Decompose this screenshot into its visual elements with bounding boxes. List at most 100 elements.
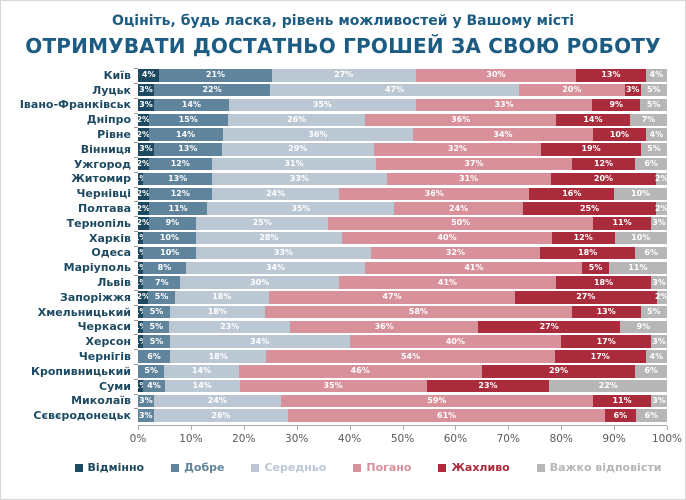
chart-row: Рівне 2% 14% 36% 34% 10% 4%: [9, 127, 667, 142]
bar-segment: 5%: [640, 305, 667, 319]
segment-value-label: 1%: [133, 307, 148, 317]
bar-segment: 27%: [515, 291, 657, 304]
legend-label: Важко відповісти: [549, 461, 662, 475]
category-label: Маріуполь: [63, 261, 131, 275]
segment-value-label: 7%: [641, 114, 656, 124]
stacked-bar: 2% 5% 18% 47% 27% 2%: [134, 290, 669, 304]
x-axis-tick-label: 50%: [390, 433, 415, 446]
segment-value-label: 29%: [288, 144, 308, 154]
segment-value-label: 22%: [598, 381, 618, 391]
segment-value-label: 2%: [136, 114, 151, 124]
segment-value-label: 41%: [437, 277, 458, 287]
segment-value-label: 35%: [312, 99, 332, 109]
bar-segment: 23%: [169, 320, 290, 334]
segment-value-label: 6%: [644, 159, 658, 169]
segment-value-label: 36%: [451, 114, 471, 124]
segment-value-label: 27%: [576, 292, 596, 302]
chart-header: Оцініть, будь ласка, рівень можливостей …: [1, 1, 685, 58]
bar-segment: 11%: [608, 261, 667, 274]
stacked-bar: 1% 4% 14% 35% 23% 22%: [134, 378, 668, 393]
bar-segment: 46%: [238, 365, 482, 378]
x-axis-tick: [402, 426, 404, 431]
bar-rows: Київ 4% 21% 27% 30% 13% 4% Луцьк 3% 22% 47% 20% 3% 5%…: [9, 68, 669, 423]
segment-value-label: 2%: [136, 129, 151, 139]
stacked-bar: 2% 9% 25% 50% 11% 3%: [134, 216, 667, 230]
bar-segment: 25%: [522, 202, 657, 215]
segment-value-label: 35%: [323, 381, 343, 391]
segment-value-label: 32%: [447, 144, 468, 154]
segment-value-label: 14%: [192, 381, 212, 391]
segment-value-label: 13%: [596, 307, 616, 317]
segment-value-label: 50%: [451, 218, 471, 228]
category-label: Дніпро: [86, 113, 131, 127]
segment-value-label: 3%: [652, 277, 666, 287]
segment-value-label: 3%: [139, 144, 153, 154]
x-axis-tick-label: 70%: [496, 433, 520, 446]
bar-segment: 4%: [645, 350, 668, 363]
bar-segment: 10%: [143, 246, 197, 260]
bar-segment: 5%: [143, 335, 170, 348]
legend-item: Важко відповісти: [536, 461, 662, 475]
chart-row: Тернопіль 2% 9% 25% 50% 11% 3%: [9, 216, 667, 231]
bar-segment: 33%: [415, 98, 593, 112]
category-label: Херсон: [85, 335, 132, 349]
stacked-bar: 2% 14% 36% 34% 10% 4%: [134, 127, 667, 141]
bar-segment: 35%: [228, 98, 416, 112]
bar-segment: 3%: [138, 98, 155, 112]
bar-segment: 13%: [571, 305, 641, 319]
segment-value-label: 2%: [136, 292, 151, 302]
category-label: Суми: [99, 379, 131, 393]
segment-value-label: 34%: [265, 262, 286, 272]
segment-value-label: 25%: [252, 218, 272, 228]
chart-subtitle: Оцініть, будь ласка, рівень можливостей …: [112, 13, 574, 29]
bar-segment: 9%: [619, 320, 667, 334]
segment-value-label: 5%: [149, 307, 164, 317]
chart-row: Луцьк 3% 22% 47% 20% 3% 5%: [9, 82, 667, 98]
segment-value-label: 58%: [408, 307, 428, 317]
stacked-bar: 2% 11% 35% 24% 25% 2%: [134, 201, 668, 215]
segment-value-label: 22%: [202, 85, 222, 95]
bar-segment: 36%: [222, 128, 414, 141]
chart-row: Маріуполь 1% 8% 34% 41% 5% 11%: [9, 260, 667, 275]
bar-segment: 10%: [592, 128, 646, 141]
segment-value-label: 1%: [133, 247, 148, 257]
category-label: Кропивницький: [31, 364, 131, 378]
bar-segment: 4%: [143, 379, 165, 393]
bar-segment: 1%: [134, 335, 147, 348]
segment-value-label: 2%: [136, 159, 151, 169]
bar-segment: 18%: [540, 246, 636, 260]
segment-value-label: 4%: [649, 351, 664, 361]
stacked-bar: 1% 10% 28% 40% 12% 10%: [134, 230, 667, 245]
x-axis-tick-label: 10%: [179, 433, 203, 446]
legend-swatch: [171, 463, 180, 472]
bar-segment: 50%: [328, 217, 593, 230]
segment-value-label: 14%: [176, 129, 196, 139]
segment-value-label: 11%: [168, 203, 188, 213]
segment-value-label: 14%: [191, 366, 212, 376]
bar-segment: 10%: [614, 231, 667, 245]
bar-segment: 25%: [196, 217, 329, 230]
chart-row: Житомир 1% 13% 33% 31% 20% 2%: [9, 171, 668, 187]
bar-segment: 14%: [164, 379, 240, 393]
segment-value-label: 35%: [291, 203, 311, 213]
segment-value-label: 3%: [138, 410, 153, 420]
segment-value-label: 5%: [646, 307, 661, 317]
category-label: Рівне: [97, 128, 131, 142]
segment-value-label: 1%: [133, 262, 148, 272]
segment-value-label: 18%: [578, 247, 598, 257]
segment-value-label: 10%: [160, 247, 180, 257]
bar-segment: 1%: [134, 379, 147, 393]
bar-segment: 30%: [415, 69, 577, 82]
bar-segment: 58%: [264, 305, 572, 319]
category-label: Тернопіль: [66, 216, 131, 230]
bar-segment: 18%: [169, 305, 265, 319]
segment-value-label: 5%: [646, 85, 661, 95]
bar-segment: 2%: [136, 113, 151, 127]
segment-value-label: 5%: [647, 144, 661, 154]
bar-segment: 3%: [651, 217, 667, 230]
segment-value-label: 3%: [139, 85, 153, 95]
bar-segment: 2%: [136, 157, 151, 171]
bar-segment: 6%: [635, 365, 667, 378]
segment-value-label: 46%: [350, 366, 370, 376]
stacked-bar: 1% 5% 34% 40% 17% 3%: [134, 334, 668, 348]
